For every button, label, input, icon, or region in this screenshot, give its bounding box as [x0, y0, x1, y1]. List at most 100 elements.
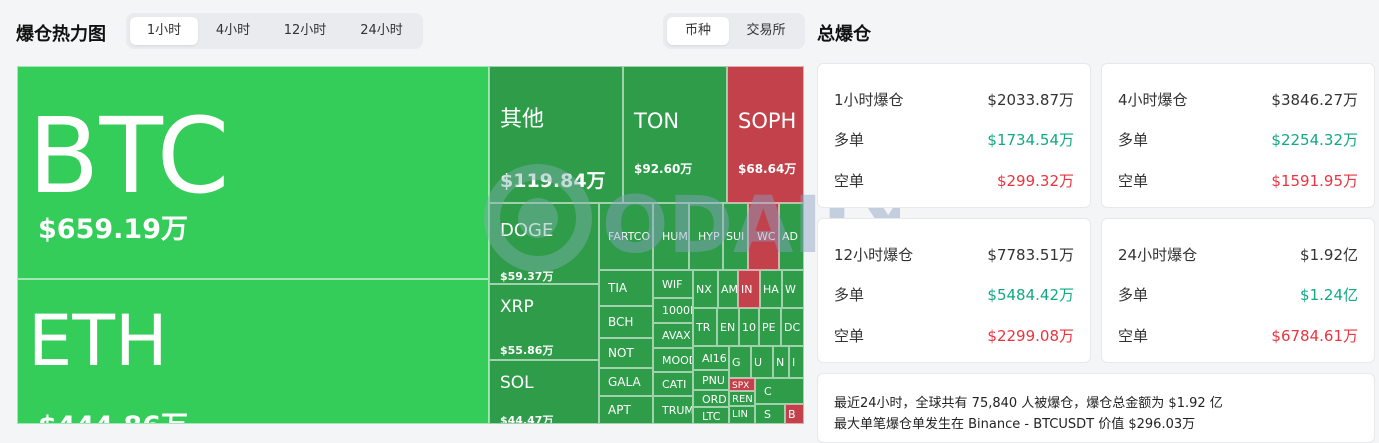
card-label: 4小时爆仓 [1118, 91, 1188, 109]
tab-exchange[interactable]: 交易所 [746, 23, 786, 38]
tab-1h[interactable]: 1小时 [130, 17, 198, 45]
treemap-tile-pnu[interactable]: PNU [693, 370, 729, 390]
tile-symbol: DOGE [500, 220, 554, 241]
treemap-tile-avax[interactable]: AVAX [653, 323, 693, 348]
treemap-tile-cati[interactable]: CATI [653, 372, 693, 396]
treemap-tile-sol[interactable]: SOL $44.47万 [489, 360, 599, 424]
card-total: $7783.51万 [987, 246, 1074, 264]
treemap-tile-i[interactable]: I [789, 346, 804, 378]
card-long-row: 多单 $5484.42万 [834, 284, 1074, 304]
tile-symbol: C [764, 384, 772, 398]
long-label: 多单 [834, 131, 865, 149]
treemap-tile-mood[interactable]: MOOD [653, 348, 693, 372]
tile-symbol: NOT [608, 346, 634, 360]
tile-symbol: EN [720, 320, 736, 334]
treemap-tile-tia[interactable]: TIA [599, 270, 653, 306]
treemap-tile-en[interactable]: EN [717, 308, 739, 346]
short-label: 空单 [834, 327, 865, 345]
tile-symbol: HUM [662, 230, 688, 243]
treemap-tile-ord[interactable]: ORD [693, 390, 729, 407]
tile-symbol: APT [608, 403, 631, 417]
treemap-tile-wif[interactable]: WIF [653, 270, 693, 298]
treemap-tile-w[interactable]: W [782, 270, 804, 308]
treemap-tile-n[interactable]: N [773, 346, 789, 378]
treemap-tile-eth[interactable]: ETH $444.86万 [17, 279, 489, 424]
treemap-tile-b[interactable]: B [785, 404, 804, 424]
card-label: 1小时爆仓 [834, 91, 904, 109]
tab-4h[interactable]: 4小时 [215, 23, 251, 38]
card-short-row: 空单 $6784.61万 [1118, 325, 1358, 345]
long-label: 多单 [1118, 286, 1149, 304]
treemap-tile-hum[interactable]: HUM [653, 203, 689, 270]
treemap-tile-ren[interactable]: REN [729, 391, 755, 406]
treemap-tile-am[interactable]: AM [718, 270, 738, 308]
tile-symbol: DC [784, 320, 801, 334]
card-short-value: $1591.95万 [1271, 172, 1358, 190]
treemap-tile-not[interactable]: NOT [599, 338, 653, 368]
tile-value: $444.86万 [38, 404, 188, 423]
group-by-tabs: 币种 交易所 [663, 13, 805, 49]
tile-symbol: AM [721, 282, 738, 296]
treemap-tile-hyp[interactable]: HYP [689, 203, 723, 270]
tile-symbol: SOL [500, 373, 534, 393]
tile-symbol: TON [634, 109, 680, 133]
treemap-tile-ltc[interactable]: LTC [693, 407, 729, 424]
treemap-tile-sui[interactable]: SUI [723, 203, 748, 270]
treemap-tile-s[interactable]: S [755, 404, 785, 424]
treemap-tile-bch[interactable]: BCH [599, 306, 653, 338]
treemap-tile-ai16[interactable]: AI16 [693, 346, 729, 370]
treemap-tile-soph[interactable]: SOPH $68.64万 [727, 66, 804, 203]
tile-symbol: S [764, 407, 771, 421]
treemap-tile-wc[interactable]: WC [748, 203, 779, 270]
tile-value: $68.64万 [738, 162, 797, 176]
tile-value: $55.86万 [500, 344, 554, 357]
short-label: 空单 [1118, 172, 1149, 190]
tile-symbol: HYP [698, 230, 720, 243]
tab-24h[interactable]: 24小时 [360, 23, 403, 38]
summary-card-1h: 1小时爆仓 $2033.87万 多单 $1734.54万 空单 $299.32万 [817, 63, 1091, 208]
treemap-tile-其他[interactable]: 其他 $119.84万 [489, 66, 623, 203]
treemap-tile-dc[interactable]: DC [781, 308, 804, 346]
tile-value: $59.37万 [500, 270, 554, 283]
treemap-tile-ad[interactable]: AD [779, 203, 804, 270]
treemap-tile-xrp[interactable]: XRP $55.86万 [489, 284, 599, 360]
card-short-row: 空单 $1591.95万 [1118, 170, 1358, 190]
tab-12h[interactable]: 12小时 [283, 23, 327, 38]
tab-coin[interactable]: 币种 [667, 17, 729, 45]
summary-card-12h: 12小时爆仓 $7783.51万 多单 $5484.42万 空单 $2299.08万 [817, 218, 1091, 363]
tile-value: $659.19万 [38, 214, 188, 245]
treemap-tile-spx[interactable]: SPX [729, 378, 755, 391]
treemap-tile-gala[interactable]: GALA [599, 368, 653, 396]
treemap-tile-tr[interactable]: TR [693, 308, 717, 346]
tile-symbol: AVAX [662, 329, 691, 342]
note-line-2: 最大单笔爆仓单发生在 Binance - BTCUSDT 价值 $296.03万 [834, 417, 1196, 432]
tile-symbol: TIA [608, 281, 628, 295]
card-long-row: 多单 $1734.54万 [834, 129, 1074, 149]
tile-symbol: BTC [28, 95, 230, 217]
summary-title: 总爆仓 [817, 24, 871, 45]
treemap-tile-in[interactable]: IN [738, 270, 760, 308]
treemap-tile-trum[interactable]: TRUM [653, 396, 693, 424]
treemap-tile-btc[interactable]: BTC $659.19万 [17, 66, 489, 279]
treemap-tile-c[interactable]: C [755, 378, 804, 404]
summary-note-card: 最近24小时，全球共有 75,840 人被爆仓，爆仓总金额为 $1.92 亿 最… [817, 373, 1375, 443]
card-total: $2033.87万 [987, 91, 1074, 109]
tile-symbol: 1000P [662, 304, 692, 317]
treemap-tile-ha[interactable]: HA [760, 270, 782, 308]
treemap-tile-1000p[interactable]: 1000P [653, 298, 693, 323]
treemap-tile-doge[interactable]: DOGE $59.37万 [489, 203, 599, 284]
treemap-tile-pe[interactable]: PE [759, 308, 781, 346]
treemap-tile-10[interactable]: 10 [739, 308, 759, 346]
tile-symbol: CATI [662, 377, 687, 391]
card-long-value: $1.24亿 [1300, 286, 1358, 304]
treemap-tile-nx[interactable]: NX [693, 270, 718, 308]
long-label: 多单 [834, 286, 865, 304]
treemap-tile-ton[interactable]: TON $92.60万 [623, 66, 727, 203]
treemap-tile-fartco[interactable]: FARTCO [599, 203, 653, 270]
treemap-tile-g[interactable]: G [729, 346, 751, 378]
treemap-tile-lin[interactable]: LIN [729, 406, 755, 424]
treemap-tile-apt[interactable]: APT [599, 396, 653, 424]
treemap-tile-u[interactable]: U [751, 346, 773, 378]
card-long-value: $2254.32万 [1271, 131, 1358, 149]
tile-symbol: XRP [500, 297, 534, 317]
